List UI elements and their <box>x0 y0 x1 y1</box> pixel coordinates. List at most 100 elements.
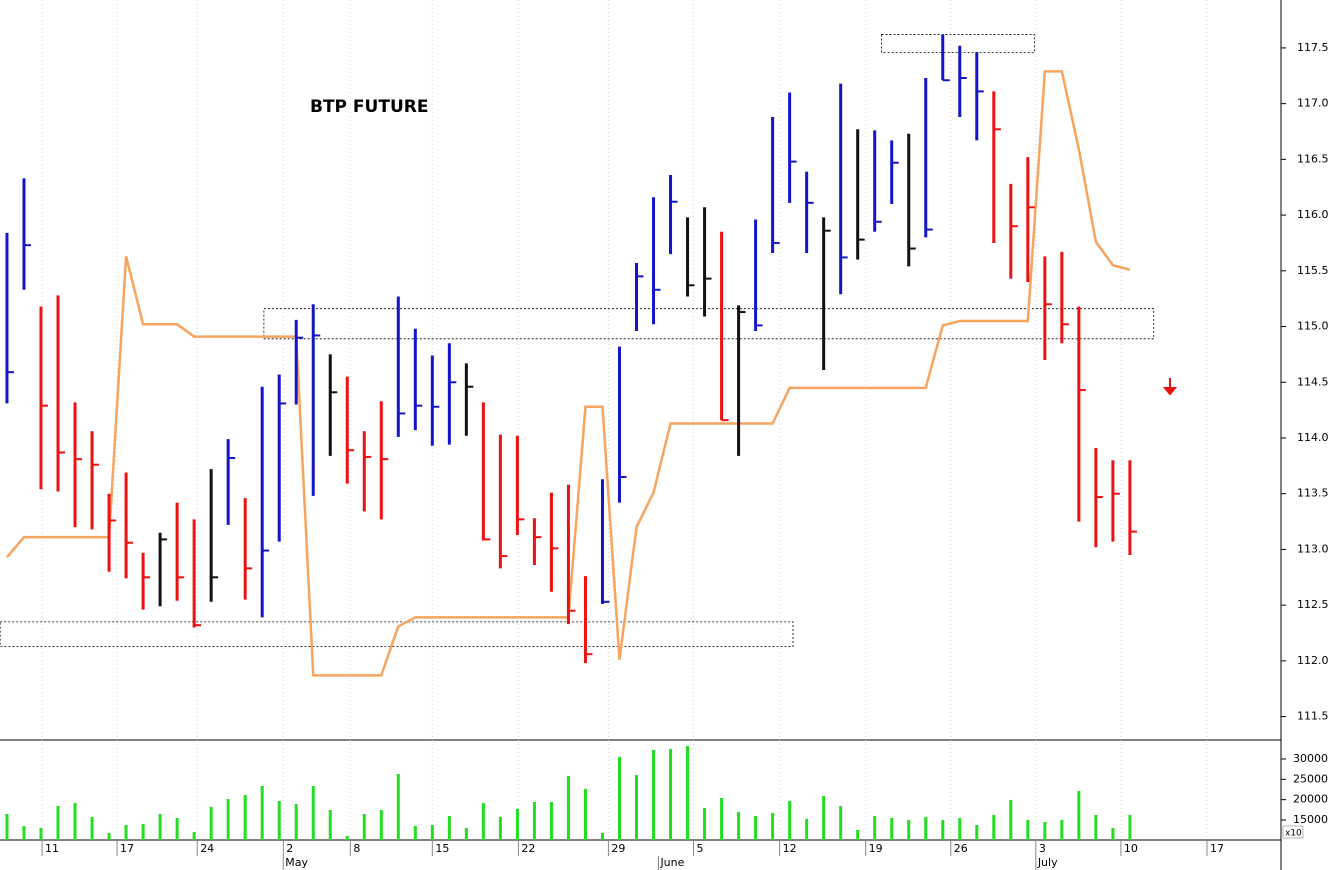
volume-bar <box>1128 814 1132 840</box>
volume-bar <box>805 818 809 840</box>
volume-bar <box>1060 819 1064 840</box>
volume-bar <box>652 749 656 840</box>
volume-bar <box>209 806 213 840</box>
volume-bar <box>175 817 179 840</box>
volume-bar <box>669 748 673 840</box>
zone-box <box>263 308 1155 340</box>
volume-bar <box>924 816 928 840</box>
volume-bar <box>1111 828 1115 840</box>
volume-bar <box>226 798 230 840</box>
month-label: May <box>285 856 308 869</box>
x-tick-label: 3 <box>1039 842 1046 855</box>
x-tick-label: 2 <box>286 842 293 855</box>
signal-arrow <box>1162 378 1178 396</box>
volume-bar <box>73 802 77 840</box>
y-tick-label: 30000 <box>1293 752 1328 765</box>
volume-bar <box>277 801 281 840</box>
volume-bar <box>856 829 860 840</box>
volume-bar <box>22 826 26 840</box>
x-tick-label: 8 <box>353 842 360 855</box>
volume-bar <box>839 806 843 840</box>
y-tick-label: 116.0 <box>1297 208 1329 221</box>
volume-bar <box>379 809 383 840</box>
chart-title: BTP FUTURE <box>310 97 428 117</box>
y-tick-label: 25000 <box>1293 772 1328 785</box>
volume-bar <box>822 795 826 840</box>
volume-bar <box>5 813 9 840</box>
x-tick-label: 5 <box>696 842 703 855</box>
volume-bar <box>873 816 877 840</box>
volume-bar <box>549 801 553 840</box>
volume-bar <box>447 816 451 840</box>
x-tick-label: 24 <box>200 842 214 855</box>
volume-bar <box>430 824 434 840</box>
y-tick-label: 112.0 <box>1297 654 1329 667</box>
volume-bar <box>720 797 724 840</box>
volume-bar <box>243 794 247 840</box>
x-tick-label: 29 <box>611 842 625 855</box>
volume-bar <box>515 808 519 840</box>
unit-label: x10 <box>1285 829 1302 839</box>
volume-bar <box>617 756 621 840</box>
volume-bar <box>958 817 962 840</box>
x-tick-label: 10 <box>1124 842 1138 855</box>
volume-bar <box>566 775 570 840</box>
volume-bar <box>992 814 996 840</box>
volume-bar <box>413 826 417 840</box>
volume-bar <box>158 813 162 840</box>
volume-bar <box>90 816 94 840</box>
y-tick-label: 111.5 <box>1297 710 1329 723</box>
unit-box <box>1282 825 1304 839</box>
y-tick-label: 113.5 <box>1297 487 1329 500</box>
zone-box <box>0 621 794 647</box>
month-label: July <box>1037 856 1058 869</box>
volume-bar <box>737 811 741 840</box>
volume-bar <box>1043 821 1047 840</box>
y-tick-label: 115.0 <box>1297 320 1329 333</box>
volume-bar <box>907 819 911 840</box>
y-tick-label: 117.0 <box>1297 97 1329 110</box>
volume-bar <box>686 745 690 840</box>
volume-bar <box>141 823 145 840</box>
y-tick-label: 114.5 <box>1297 375 1329 388</box>
x-tick-label: 17 <box>120 842 134 855</box>
volume-bar <box>124 824 128 840</box>
x-tick-label: 12 <box>783 842 797 855</box>
x-tick-label: 22 <box>521 842 535 855</box>
volume-bar <box>532 801 536 840</box>
volume-bar <box>635 774 639 840</box>
volume-bar <box>481 802 485 840</box>
volume-bar <box>703 807 707 840</box>
volume-bar <box>464 828 468 840</box>
y-tick-label: 113.0 <box>1297 542 1329 555</box>
volume-bar <box>345 836 349 840</box>
volume-bar <box>890 817 894 840</box>
y-tick-label: 112.5 <box>1297 598 1329 611</box>
x-tick-label: 15 <box>435 842 449 855</box>
volume-bar <box>107 833 111 840</box>
x-tick-label: 17 <box>1210 842 1224 855</box>
volume-bar <box>1077 790 1081 840</box>
volume-bar <box>1026 819 1030 840</box>
volume-bar <box>396 773 400 840</box>
volume-bar <box>328 809 332 840</box>
volume-bar <box>56 806 60 840</box>
x-tick-label: 19 <box>869 842 883 855</box>
volume-bar <box>754 816 758 840</box>
volume-bar <box>260 785 264 840</box>
volume-bar <box>583 788 587 840</box>
volume-bar <box>294 803 298 840</box>
volume-bar <box>1009 799 1013 840</box>
volume-bar <box>941 819 945 840</box>
y-tick-label: 117.5 <box>1297 41 1329 54</box>
volume-bar <box>192 831 196 840</box>
volume-bar <box>39 828 43 840</box>
x-tick-label: 11 <box>45 842 59 855</box>
y-tick-label: 115.5 <box>1297 264 1329 277</box>
zone-box <box>881 34 1036 53</box>
volume-bar <box>788 801 792 840</box>
overlay-line <box>6 70 1131 677</box>
